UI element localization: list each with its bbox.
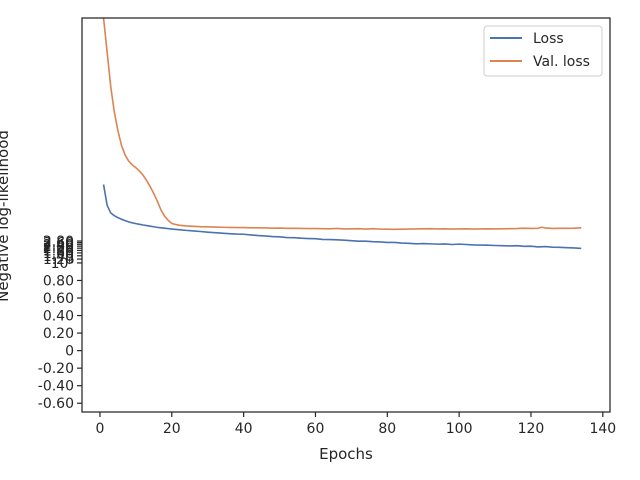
y-tick-label: 0.40 xyxy=(43,309,74,325)
y-axis-label: Negative log-likelihood xyxy=(0,130,12,302)
x-tick-label: 20 xyxy=(163,421,181,437)
y-tick-label: 2.20 xyxy=(43,239,74,255)
y-tick-label: 1.80 xyxy=(43,243,74,259)
x-tick-label: 100 xyxy=(446,421,473,437)
y-tick-label: 2.60 xyxy=(43,236,74,252)
y-tick-label: 2.80 xyxy=(43,234,74,250)
series-layer xyxy=(102,18,582,250)
y-tick-label: 0 xyxy=(65,344,74,360)
y-tick-label: 1.60 xyxy=(43,246,74,262)
x-axis-ticks: 0 20 40 60 80 100 120 140 xyxy=(95,412,616,437)
x-tick-label: 0 xyxy=(95,421,104,437)
legend-label-loss: Loss xyxy=(533,31,564,47)
x-tick-label: 60 xyxy=(307,421,325,437)
y-tick-label: 1.40 xyxy=(43,249,74,265)
series-line-loss xyxy=(102,184,582,250)
y-tick-label: 1.20 xyxy=(43,252,74,268)
y-tick-label: 2.40 xyxy=(43,237,74,253)
x-tick-label: 140 xyxy=(589,421,616,437)
y-tick-label: -0.40 xyxy=(38,379,74,395)
legend-label-val-loss: Val. loss xyxy=(533,54,590,70)
y-tick-label: 2.00 xyxy=(43,241,74,257)
y-tick-label: -0.60 xyxy=(38,396,74,412)
y-tick-label: 10⁰ xyxy=(51,256,75,272)
y-tick-label: -0.20 xyxy=(38,361,74,377)
plot-frame xyxy=(81,17,611,413)
x-axis-label: Epochs xyxy=(319,445,373,463)
y-tick-label: 0.60 xyxy=(43,291,74,307)
y-tick-label: 0.80 xyxy=(43,273,74,289)
x-tick-label: 40 xyxy=(235,421,253,437)
y-axis-ticks: -0.60-0.40 -0.200 0.200.40 0.60 0.8010⁰1.201… xyxy=(38,234,82,412)
series-line-val-loss xyxy=(102,18,582,231)
y-tick-label: 0.20 xyxy=(43,326,74,342)
x-tick-label: 80 xyxy=(378,421,396,437)
legend: Loss Val. loss xyxy=(483,25,603,77)
x-tick-label: 120 xyxy=(518,421,545,437)
